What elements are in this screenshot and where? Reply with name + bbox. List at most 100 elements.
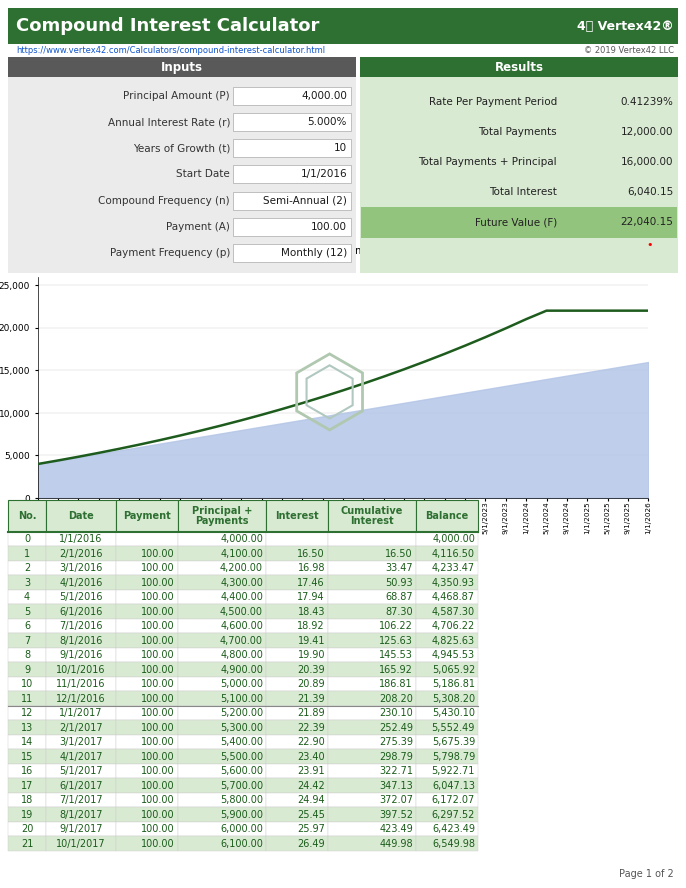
Bar (328, 648, 416, 662)
Text: Payment: Payment (123, 511, 171, 521)
Text: 4/1/2016: 4/1/2016 (59, 578, 103, 588)
Bar (178, 648, 266, 662)
Text: 24.42: 24.42 (297, 781, 325, 790)
Text: 5,065.92: 5,065.92 (431, 665, 475, 675)
Bar (328, 605, 416, 619)
Text: 6/1/2016: 6/1/2016 (59, 607, 103, 617)
Bar (8, 8, 678, 44)
Text: Interest: Interest (350, 516, 394, 526)
Text: 20.39: 20.39 (297, 665, 325, 675)
Text: 100.00: 100.00 (141, 679, 175, 689)
Text: 5,400.00: 5,400.00 (220, 737, 263, 747)
Bar (266, 692, 328, 706)
Text: Inputs: Inputs (161, 60, 203, 74)
Text: 23.40: 23.40 (297, 752, 325, 762)
Text: 5,798.79: 5,798.79 (431, 752, 475, 762)
Bar (416, 793, 478, 807)
Text: 3: 3 (24, 578, 30, 588)
Text: 4,116.50: 4,116.50 (432, 549, 475, 559)
Text: 4,350.93: 4,350.93 (432, 578, 475, 588)
Bar (416, 749, 478, 764)
Bar (116, 532, 178, 546)
Text: 100.00: 100.00 (141, 810, 175, 820)
Bar (116, 836, 178, 851)
Bar (416, 546, 478, 561)
Text: 4,100.00: 4,100.00 (220, 549, 263, 559)
Bar (266, 500, 328, 532)
Text: 298.79: 298.79 (379, 752, 413, 762)
Text: 12/1/2016: 12/1/2016 (56, 694, 106, 704)
Text: 145.53: 145.53 (379, 650, 413, 661)
Text: Payment (A): Payment (A) (166, 222, 230, 232)
Bar (46, 836, 116, 851)
Text: 100.00: 100.00 (141, 578, 175, 588)
Bar (416, 633, 478, 648)
Bar (233, 218, 351, 235)
Bar (178, 706, 266, 720)
Bar (328, 735, 416, 749)
Bar (8, 822, 46, 836)
Bar (116, 807, 178, 822)
Bar (46, 764, 116, 779)
Bar (8, 764, 46, 779)
Bar (266, 561, 328, 575)
Text: Annual Interest Rate (r): Annual Interest Rate (r) (108, 117, 230, 127)
Bar (360, 57, 678, 77)
Bar (328, 692, 416, 706)
Text: 1/1/2016: 1/1/2016 (300, 170, 347, 179)
Bar (116, 561, 178, 575)
Bar (328, 822, 416, 836)
Bar (46, 590, 116, 605)
Text: 7/1/2016: 7/1/2016 (59, 622, 103, 631)
Legend: Principal + Payments, Balance: Principal + Payments, Balance (244, 242, 442, 260)
Text: 4: 4 (24, 592, 30, 602)
Bar (328, 720, 416, 735)
Bar (328, 619, 416, 633)
Bar (178, 677, 266, 692)
Bar (416, 836, 478, 851)
Bar (266, 764, 328, 779)
Bar (233, 192, 351, 210)
Bar (328, 807, 416, 822)
Text: 10/1/2016: 10/1/2016 (56, 665, 106, 675)
Text: 186.81: 186.81 (379, 679, 413, 689)
Text: 100.00: 100.00 (141, 563, 175, 574)
Text: 19.41: 19.41 (298, 636, 325, 646)
Bar (8, 735, 46, 749)
Text: 16.50: 16.50 (297, 549, 325, 559)
Text: 397.52: 397.52 (379, 810, 413, 820)
Text: 4,600.00: 4,600.00 (220, 622, 263, 631)
Text: 100.00: 100.00 (141, 737, 175, 747)
Text: 322.71: 322.71 (379, 766, 413, 776)
Bar (416, 822, 478, 836)
Bar (116, 720, 178, 735)
Bar (8, 532, 46, 546)
Bar (46, 677, 116, 692)
Bar (233, 165, 351, 184)
Text: Total Payments + Principal: Total Payments + Principal (418, 157, 557, 167)
Text: 1/1/2016: 1/1/2016 (59, 535, 103, 544)
Bar (416, 692, 478, 706)
Bar (416, 706, 478, 720)
Text: 4,468.87: 4,468.87 (432, 592, 475, 602)
Bar (328, 749, 416, 764)
Bar (266, 779, 328, 793)
Bar (46, 532, 116, 546)
Bar (178, 633, 266, 648)
Text: 4,300.00: 4,300.00 (220, 578, 263, 588)
Text: 125.63: 125.63 (379, 636, 413, 646)
Text: Compound Frequency (n): Compound Frequency (n) (98, 195, 230, 205)
Bar (116, 706, 178, 720)
Text: 6,172.07: 6,172.07 (431, 796, 475, 805)
Text: 6,100.00: 6,100.00 (220, 839, 263, 849)
Text: 5,552.49: 5,552.49 (431, 723, 475, 733)
Text: 5,800.00: 5,800.00 (220, 796, 263, 805)
Text: 2/1/2016: 2/1/2016 (59, 549, 103, 559)
Bar (8, 561, 46, 575)
Bar (266, 720, 328, 735)
Bar (8, 836, 46, 851)
Bar (233, 113, 351, 131)
Bar (8, 500, 46, 532)
Bar (46, 500, 116, 532)
Text: 100.00: 100.00 (141, 839, 175, 849)
